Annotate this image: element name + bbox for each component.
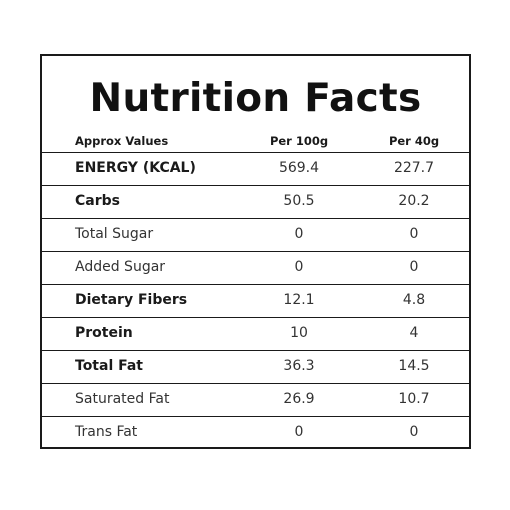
row-label: Saturated Fat [75, 391, 170, 407]
row-label: Trans Fat [75, 424, 138, 440]
nutrition-table-body: ENERGY (KCAL) 569.4 227.7 Carbs 50.5 20.… [42, 152, 469, 449]
table-row-energy: ENERGY (KCAL) 569.4 227.7 [42, 152, 469, 185]
nutrition-facts-panel: Nutrition Facts Approx Values Per 100g P… [40, 54, 471, 449]
table-row-carbs: Carbs 50.5 20.2 [42, 185, 469, 218]
table-row-protein: Protein 10 4 [42, 317, 469, 350]
table-row-saturated-fat: Saturated Fat 26.9 10.7 [42, 383, 469, 416]
table-row-total-sugar: Total Sugar 0 0 [42, 218, 469, 251]
row-label: Dietary Fibers [75, 292, 188, 308]
row-label: ENERGY (KCAL) [75, 160, 196, 176]
table-row-total-fat: Total Fat 36.3 14.5 [42, 350, 469, 383]
row-label: Total Sugar [75, 226, 154, 242]
header-approx-values: Approx Values [75, 134, 169, 148]
row-label: Protein [75, 325, 133, 341]
row-label: Added Sugar [75, 259, 166, 275]
row-label: Carbs [75, 193, 120, 209]
table-row-dietary-fibers: Dietary Fibers 12.1 4.8 [42, 284, 469, 317]
nutrition-facts-title: Nutrition Facts [89, 76, 422, 121]
table-row-trans-fat: Trans Fat 0 0 [42, 416, 469, 449]
table-header: Approx Values Per 100g Per 40g [42, 130, 469, 152]
table-row-added-sugar: Added Sugar 0 0 [42, 251, 469, 284]
row-label: Total Fat [75, 358, 144, 374]
